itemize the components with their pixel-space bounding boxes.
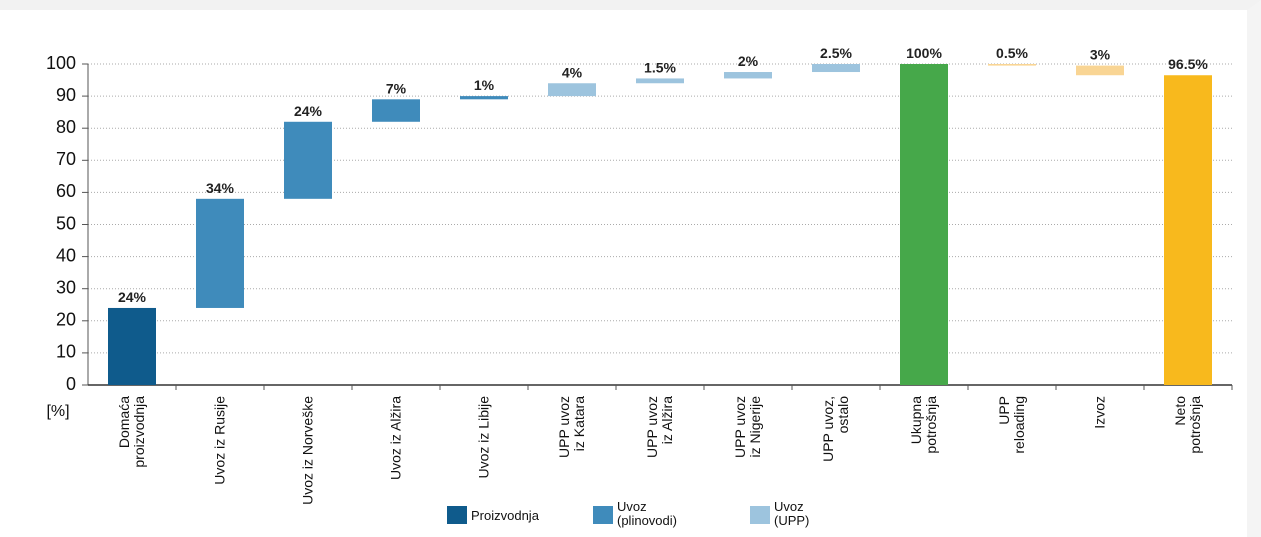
data-label: 3% xyxy=(1090,47,1111,63)
y-axis-label: [%] xyxy=(46,403,69,420)
bar xyxy=(372,99,420,122)
bar xyxy=(900,64,948,385)
data-label: 0.5% xyxy=(996,45,1028,61)
x-tick-label: Uvoz iz Norveške xyxy=(299,396,316,505)
data-label: 4% xyxy=(562,64,583,80)
x-tick-label: UPP uvoz, ostalo xyxy=(820,396,851,462)
bar xyxy=(1076,65,1124,76)
x-tick-label: UPP uvoz iz Katara xyxy=(556,396,587,458)
data-label: 100% xyxy=(906,45,942,61)
bar xyxy=(636,78,684,84)
data-label: 1.5% xyxy=(644,59,676,75)
bar xyxy=(108,307,156,385)
y-tick-label: 0 xyxy=(66,374,76,394)
legend-swatch xyxy=(593,506,613,524)
legend-label: Uvoz (plinovodi) xyxy=(617,499,677,528)
y-tick-label: 20 xyxy=(56,310,76,330)
x-tick-label: UPP uvoz iz Nigerije xyxy=(732,396,763,458)
data-label: 24% xyxy=(118,289,147,305)
bar xyxy=(460,96,508,100)
x-tick-label: Domaća proizvodnja xyxy=(116,396,147,468)
y-tick-label: 60 xyxy=(56,181,76,201)
bar xyxy=(988,64,1036,66)
bar xyxy=(196,198,244,308)
legend-swatch xyxy=(447,506,467,524)
y-tick-label: 90 xyxy=(56,85,76,105)
data-label: 2.5% xyxy=(820,45,852,61)
y-tick-label: 70 xyxy=(56,149,76,169)
x-tick-label: Izvoz xyxy=(1091,396,1108,429)
legend-label: Uvoz (UPP) xyxy=(774,499,810,528)
bar xyxy=(548,83,596,97)
y-tick-label: 80 xyxy=(56,117,76,137)
data-label: 96.5% xyxy=(1168,56,1208,72)
y-tick-label: 10 xyxy=(56,342,76,362)
bar xyxy=(284,121,332,199)
data-label: 24% xyxy=(294,103,323,119)
bar xyxy=(1164,75,1212,386)
y-tick-label: 40 xyxy=(56,245,76,265)
data-label: 1% xyxy=(474,77,495,93)
data-label: 34% xyxy=(206,180,235,196)
bar xyxy=(724,72,772,79)
y-tick-label: 50 xyxy=(56,213,76,233)
y-tick-label: 30 xyxy=(56,277,76,297)
bar xyxy=(812,64,860,73)
x-tick-label: Uvoz iz Libije xyxy=(475,396,492,479)
x-tick-label: Neto potrošnja xyxy=(1172,396,1203,454)
legend-swatch xyxy=(750,506,770,524)
x-tick-label: UPP reloading xyxy=(996,396,1027,454)
y-tick-label: 100 xyxy=(46,53,76,73)
x-tick-label: Uvoz iz Rusije xyxy=(211,396,228,485)
legend-label: Proizvodnja xyxy=(471,508,539,523)
data-label: 7% xyxy=(386,80,407,96)
x-tick-label: Ukupna potrošnja xyxy=(908,396,939,454)
x-tick-label: Uvoz iz Alžira xyxy=(387,396,404,481)
x-tick-label: UPP uvoz iz Alžira xyxy=(644,396,675,458)
data-label: 2% xyxy=(738,53,759,69)
